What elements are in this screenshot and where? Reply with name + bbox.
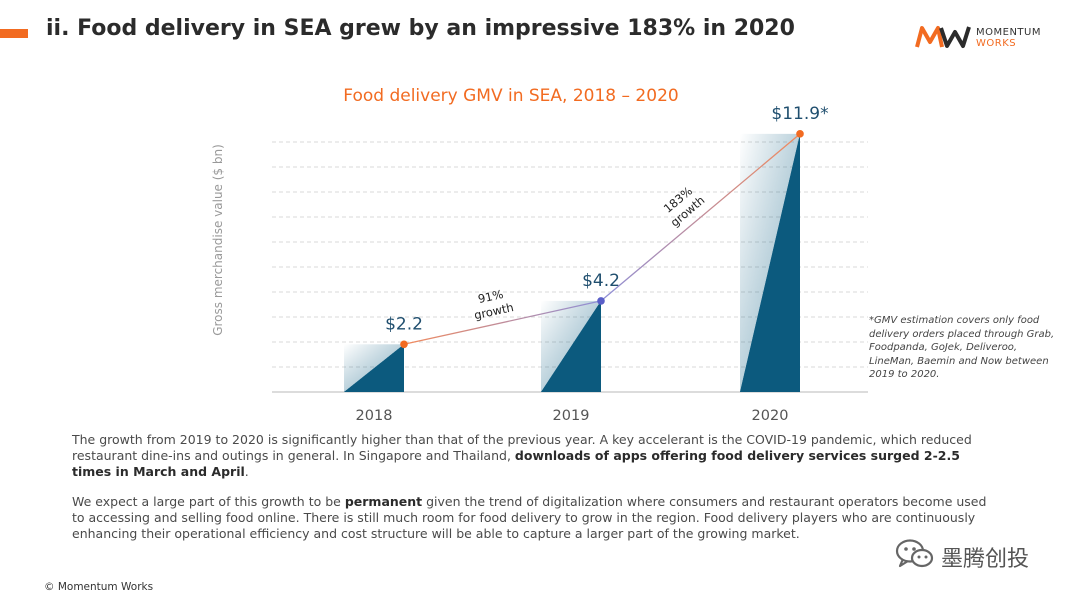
value-label-2020: $11.9* bbox=[771, 104, 828, 124]
bar-shade-2018 bbox=[344, 344, 404, 392]
bar-shade-2019 bbox=[541, 300, 601, 392]
paragraph-outlook: We expect a large part of this growth to… bbox=[72, 494, 992, 542]
paragraph-outlook-text-b: given the trend of digitalization where … bbox=[72, 494, 987, 541]
copyright: © Momentum Works bbox=[44, 581, 154, 593]
paragraph-covid: The growth from 2019 to 2020 is signific… bbox=[72, 432, 992, 480]
growth-annotation-2019: 91%growth bbox=[473, 287, 515, 322]
data-point-2019 bbox=[597, 297, 605, 305]
paragraph-covid-text-b: . bbox=[244, 464, 249, 479]
data-point-2020 bbox=[796, 130, 804, 138]
watermark-text: 墨腾创投 bbox=[941, 547, 1030, 572]
growth-annotation-2020: 183%growth bbox=[661, 184, 708, 230]
growth-pct-2019: 91% bbox=[477, 287, 505, 306]
paragraph-covid-bold: downloads of apps offering food delivery… bbox=[72, 448, 960, 479]
paragraph-outlook-text-a: We expect a large part of this growth to… bbox=[72, 494, 345, 509]
chart-title: Food delivery GMV in SEA, 2018 – 2020 bbox=[343, 86, 679, 106]
x-tick-2019: 2019 bbox=[553, 408, 590, 424]
x-tick-2020: 2020 bbox=[752, 408, 789, 424]
slide-title: ii. Food delivery in SEA grew by an impr… bbox=[46, 16, 795, 41]
growth-line-2019-2020 bbox=[600, 133, 801, 302]
wechat-watermark: 墨腾创投 bbox=[895, 537, 1065, 573]
value-label-2018: $2.2 bbox=[385, 314, 423, 334]
logo-subname: WORKS bbox=[976, 38, 1017, 49]
title-accent-bar bbox=[0, 29, 28, 38]
momentum-works-logo: MOMENTUM WORKS bbox=[914, 24, 1054, 54]
paragraph-outlook-bold: permanent bbox=[344, 494, 423, 509]
x-tick-2018: 2018 bbox=[356, 408, 393, 424]
y-axis-label: Gross merchandise value ($ bn) bbox=[211, 144, 225, 336]
paragraph-covid-text-a: The growth from 2019 to 2020 is signific… bbox=[72, 432, 972, 463]
gmv-footnote: *GMV estimation covers only food deliver… bbox=[869, 315, 1055, 380]
data-point-2018 bbox=[400, 340, 408, 349]
value-label-2019: $4.2 bbox=[582, 271, 620, 291]
logo-name: MOMENTUM bbox=[976, 27, 1041, 38]
momentum-works-logo-icon bbox=[915, 26, 971, 48]
wechat-icon bbox=[895, 539, 934, 568]
bar-shade-2020 bbox=[740, 133, 800, 392]
growth-line-2018-2019 bbox=[403, 300, 602, 345]
